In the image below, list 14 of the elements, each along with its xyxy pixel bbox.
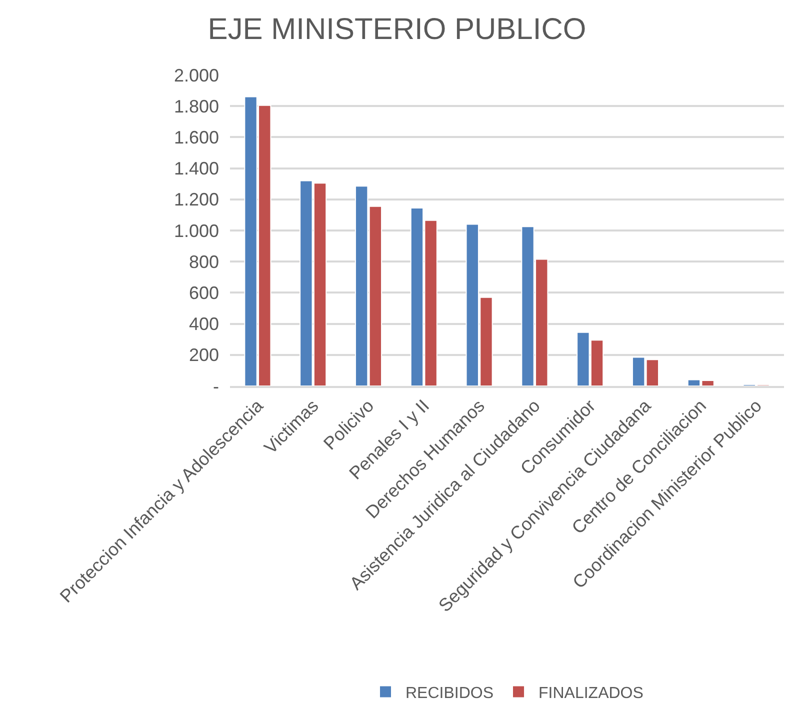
y-tick-label: 1.400	[174, 158, 219, 179]
y-tick-label: 800	[188, 252, 219, 272]
y-tick-label: -	[213, 376, 219, 396]
y-tick-label: 200	[188, 345, 219, 366]
y-tick-label: 400	[188, 314, 219, 334]
y-tick-label: 1.800	[174, 96, 219, 116]
y-tick-label: 1.600	[174, 128, 219, 148]
y-tick-label: 600	[188, 283, 219, 303]
chart-title: EJE MINISTERIO PUBLICO	[208, 12, 586, 46]
y-tick-label: 1.000	[174, 220, 219, 241]
legend-label: RECIBIDOS	[406, 684, 494, 702]
legend-label: FINALIZADOS	[538, 684, 644, 702]
y-tick-label: 1.200	[174, 190, 219, 210]
y-tick-label: 2.000	[174, 65, 219, 86]
